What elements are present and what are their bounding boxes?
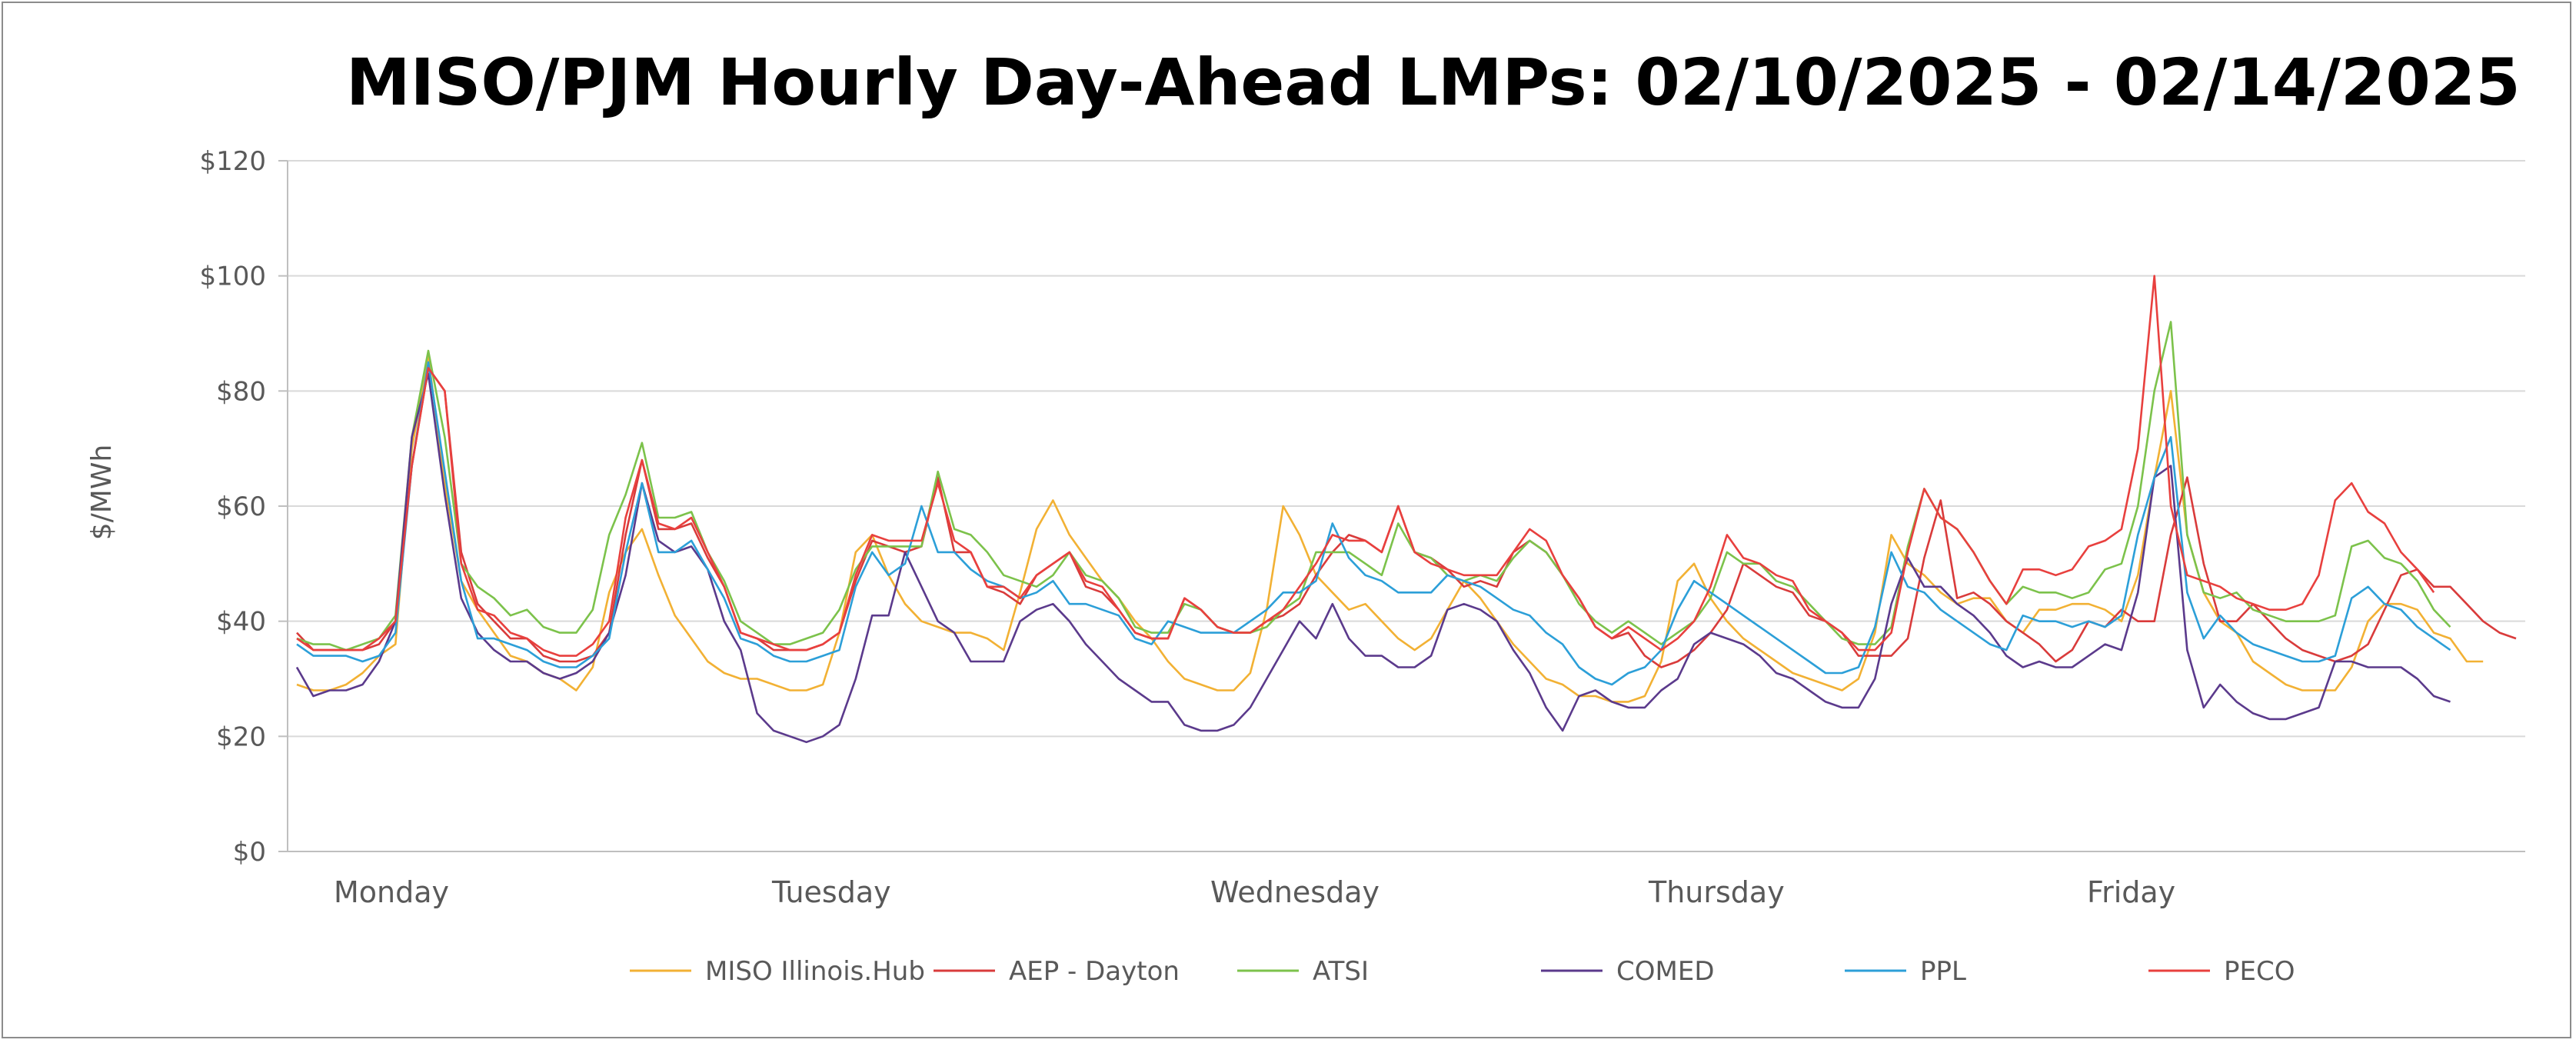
series-line-atsi — [296, 321, 2451, 651]
y-tick-label: $40 — [216, 607, 266, 638]
series-line-ppl — [296, 361, 2451, 686]
y-tick-label: $120 — [199, 146, 266, 177]
legend-label: COMED — [1616, 956, 1715, 987]
x-day-label: Wednesday — [1210, 875, 1380, 909]
x-axis-day-labels: Monday Tuesday Wednesday Thursday Friday — [334, 875, 2175, 909]
x-day-label: Friday — [2087, 875, 2175, 909]
x-day-label: Tuesday — [771, 875, 891, 909]
legend-label: AEP - Dayton — [1009, 956, 1180, 987]
x-day-label: Thursday — [1648, 875, 1785, 909]
chart-title: MISO/PJM Hourly Day-Ahead LMPs: 02/10/20… — [346, 45, 2521, 120]
x-day-label: Monday — [334, 875, 449, 909]
legend: MISO Illinois.Hub AEP - Dayton ATSI COMED PP… — [630, 956, 2295, 987]
series-line-miso-illinois-hub — [296, 355, 2484, 703]
series-line-peco — [296, 275, 2435, 657]
y-axis-label: $/MWh — [86, 445, 118, 541]
legend-label: PPL — [1920, 956, 1966, 987]
series-line-aep-dayton — [296, 367, 2517, 668]
legend-label: PECO — [2224, 956, 2295, 987]
legend-label: ATSI — [1313, 956, 1369, 987]
y-tick-label: $100 — [199, 262, 266, 292]
series-line-comed — [295, 372, 2451, 744]
y-tick-label: $20 — [216, 721, 266, 752]
series-lines — [295, 275, 2517, 744]
y-axis-ticks: $0 $20 $40 $60 $80 $100 $120 — [199, 146, 266, 868]
gridlines — [278, 160, 2525, 852]
legend-label: MISO Illinois.Hub — [705, 956, 925, 987]
y-tick-label: $0 — [233, 837, 266, 868]
y-tick-label: $80 — [216, 376, 266, 407]
y-tick-label: $60 — [216, 492, 266, 522]
line-chart: MISO/PJM Hourly Day-Ahead LMPs: 02/10/20… — [86, 45, 2525, 987]
